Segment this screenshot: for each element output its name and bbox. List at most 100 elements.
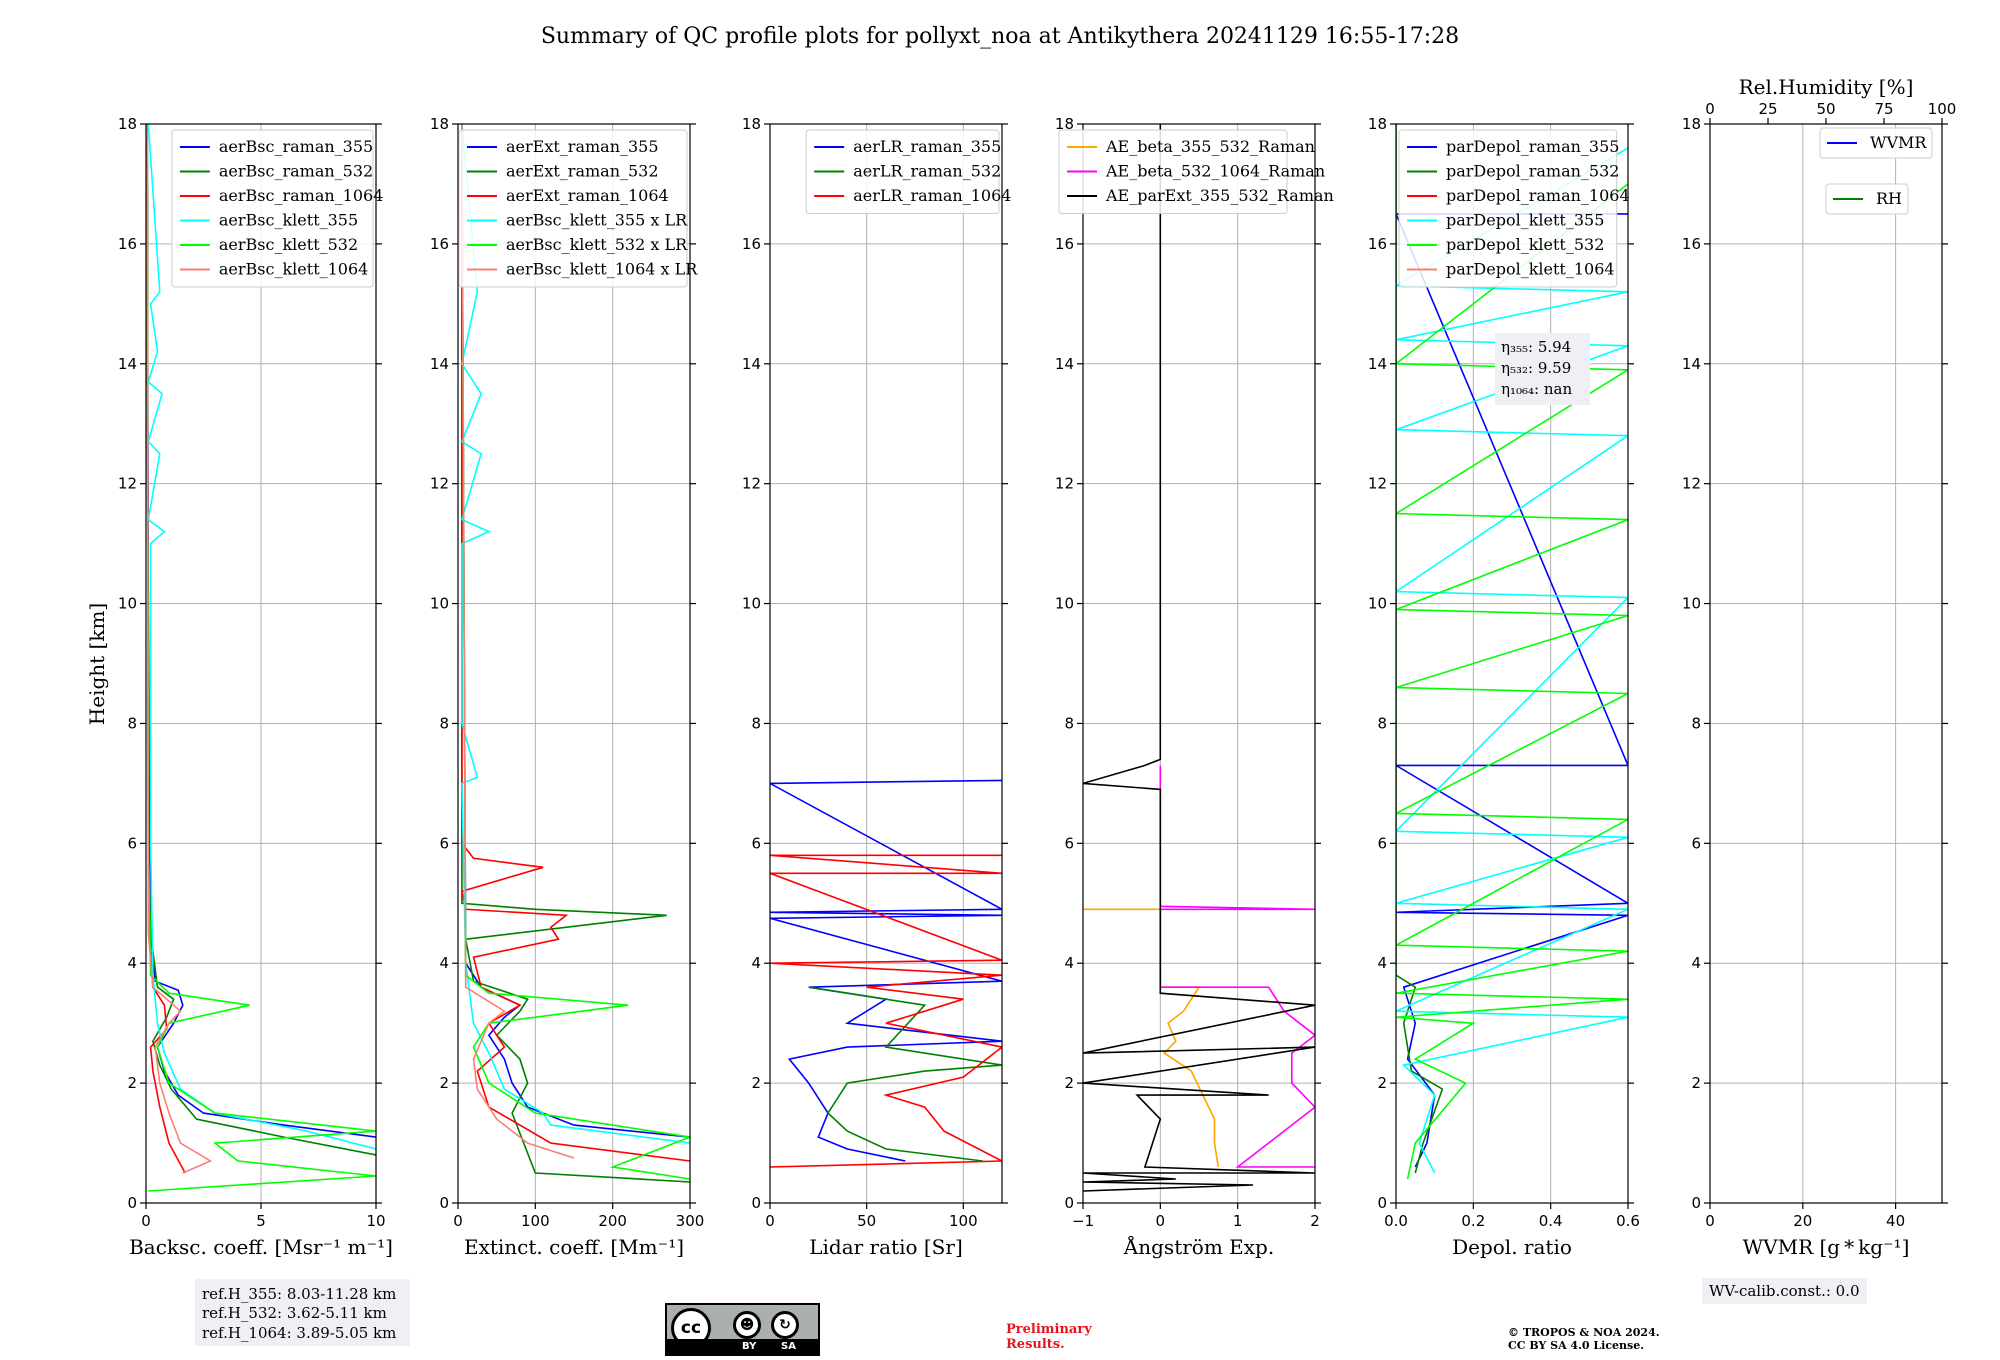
x-tick-label: 1 (1233, 1212, 1243, 1230)
legend-label: RH (1876, 189, 1902, 208)
y-tick-label: 6 (751, 834, 761, 852)
series-line-aerExt_raman_1064 (460, 124, 690, 1162)
x-axis-label: Depol. ratio (1452, 1235, 1572, 1259)
y-tick-label: 10 (742, 595, 761, 613)
y-tick-label: 0 (1691, 1194, 1701, 1212)
y-tick-label: 6 (439, 834, 449, 852)
x-tick-label: 2 (1310, 1212, 1320, 1230)
series-line-parDepol_klett_355 (1396, 147, 1628, 1174)
legend-label: aerBsc_raman_532 (219, 162, 373, 181)
series-line-aerBsc_klett_1064 x LR (461, 124, 575, 1159)
legend-label: aerLR_raman_355 (853, 137, 1001, 156)
series-line-aerBsc_klett_355 x LR (460, 124, 690, 1144)
x-tick-label: 0 (1156, 1212, 1166, 1230)
y-tick-label: 10 (1368, 595, 1387, 613)
y-tick-label: 14 (742, 355, 761, 373)
x-tick-label: 0.4 (1539, 1212, 1563, 1230)
legend-label: parDepol_klett_1064 (1446, 260, 1615, 279)
legend-box-RH (1825, 183, 1909, 215)
figure-title: Summary of QC profile plots for pollyxt_… (541, 24, 1459, 49)
x-tick-label: 0 (765, 1212, 775, 1230)
y-tick-label: 16 (1368, 235, 1387, 253)
y-tick-label: 4 (439, 954, 449, 972)
y-tick-label: 0 (751, 1194, 761, 1212)
depol-eta-line: η₅₃₂: 9.59 (1501, 359, 1571, 377)
legend-label: aerBsc_klett_355 (219, 211, 358, 230)
y-tick-label: 18 (1682, 115, 1701, 133)
legend-label: AE_beta_355_532_Raman (1105, 137, 1315, 156)
x-axis-label: WVMR [g * kg⁻¹] (1743, 1235, 1910, 1259)
series-line-aerLR_raman_532 (808, 986, 1002, 1162)
top-x-tick-label: 50 (1816, 100, 1835, 118)
y-tick-label: 14 (1368, 355, 1387, 373)
top-x-tick-label: 75 (1874, 100, 1893, 118)
y-tick-label: 4 (1691, 954, 1701, 972)
legend-label: parDepol_raman_1064 (1446, 186, 1630, 205)
y-tick-label: 8 (1377, 714, 1387, 732)
panel-3: 0 2 4 6 8 10 12 14 16 18 0 50 100 Lidar ratio [Sr] aer… (742, 115, 1012, 1259)
legend-label: aerBsc_klett_1064 x LR (506, 260, 698, 279)
ref-height-355: ref.H_355: 8.03-11.28 km (202, 1285, 396, 1303)
cc-by-label: BY (742, 1341, 757, 1352)
y-tick-label: 2 (1064, 1074, 1074, 1092)
y-tick-label: 6 (127, 834, 137, 852)
y-tick-label: 10 (118, 595, 137, 613)
share-alike-icon: ↻ (771, 1311, 799, 1339)
cc-label-bar: BY SA (667, 1339, 818, 1354)
cc-sa-label: SA (781, 1341, 796, 1352)
y-tick-label: 0 (439, 1194, 449, 1212)
series-line-aerLR_raman_355 (770, 779, 1002, 1162)
ref-height-1064: ref.H_1064: 3.89-5.05 km (202, 1324, 396, 1342)
x-tick-label: 0 (453, 1212, 463, 1230)
y-tick-label: 8 (439, 714, 449, 732)
y-tick-label: 6 (1377, 834, 1387, 852)
y-tick-label: 18 (1368, 115, 1387, 133)
y-tick-label: 12 (1682, 475, 1701, 493)
wv-calib-label: WV-calib.const.: 0.0 (1709, 1282, 1860, 1300)
preliminary-line-1: Preliminary (1006, 1322, 1092, 1337)
y-tick-label: 16 (1055, 235, 1074, 253)
y-tick-label: 2 (1377, 1074, 1387, 1092)
depol-eta-line: η₁₀₆₄: nan (1501, 380, 1572, 398)
x-axis-label: Ångström Exp. (1123, 1234, 1274, 1259)
y-tick-label: 2 (751, 1074, 761, 1092)
x-tick-label: 40 (1886, 1212, 1905, 1230)
x-tick-label: 0.0 (1384, 1212, 1408, 1230)
top-x-axis-label: Rel.Humidity [%] (1739, 75, 1914, 99)
series-line-parDepol_raman_532 (1396, 124, 1444, 1174)
y-tick-label: 0 (1064, 1194, 1074, 1212)
legend-label: AE_parExt_355_532_Raman (1105, 186, 1334, 205)
x-tick-label: 0.6 (1616, 1212, 1640, 1230)
copyright-line-1: © TROPOS & NOA 2024. (1508, 1326, 1660, 1339)
ref-height-532: ref.H_532: 3.62-5.11 km (202, 1304, 387, 1322)
cc-license-badge: cc ☻ ↻ BY SA (665, 1303, 820, 1356)
x-tick-label: 20 (1793, 1212, 1812, 1230)
y-tick-label: 14 (1055, 355, 1074, 373)
series-line-AE_beta_355_532_Raman (1083, 908, 1220, 1168)
legend-label: parDepol_raman_355 (1446, 137, 1619, 156)
series-line-aerBsc_klett_355 (147, 124, 376, 1150)
panel-5: 0 2 4 6 8 10 12 14 16 18 0.0 0.2 0.4 0.6 Depol. ratio p… (1368, 115, 1640, 1259)
series-line-aerLR_raman_1064 (770, 854, 1002, 1168)
x-tick-label: 0 (1705, 1212, 1715, 1230)
y-tick-label: 4 (751, 954, 761, 972)
y-tick-label: 16 (118, 235, 137, 253)
y-tick-label: 6 (1064, 834, 1074, 852)
series-line-parDepol_klett_532 (1396, 183, 1628, 1180)
y-tick-label: 4 (127, 954, 137, 972)
y-tick-label: 14 (1682, 355, 1701, 373)
y-tick-label: 10 (1055, 595, 1074, 613)
plot-frame (1709, 123, 1943, 1204)
y-tick-label: 4 (1064, 954, 1074, 972)
y-tick-label: 10 (430, 595, 449, 613)
plot-frame (457, 123, 691, 1204)
x-tick-label: 10 (366, 1212, 385, 1230)
y-tick-label: 8 (1691, 714, 1701, 732)
y-tick-label: 6 (1691, 834, 1701, 852)
y-tick-label: 12 (1055, 475, 1074, 493)
x-tick-label: 100 (949, 1212, 978, 1230)
depol-eta-box (1495, 333, 1590, 405)
y-tick-label: 12 (118, 475, 137, 493)
